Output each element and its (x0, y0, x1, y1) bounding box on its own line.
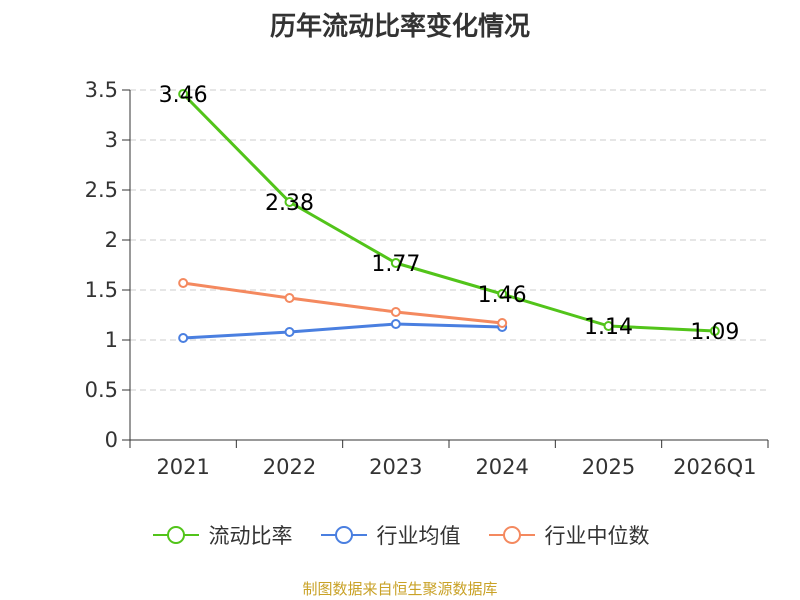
source-note: 制图数据来自恒生聚源数据库 (302, 580, 498, 598)
grid-lines (130, 89, 768, 391)
legend-line-marker-icon (320, 526, 367, 544)
x-tick-label: 2024 (475, 455, 528, 479)
legend-marker (334, 526, 353, 544)
legend-line-marker-icon (488, 526, 535, 544)
data-point (497, 318, 508, 328)
data-point (709, 326, 720, 336)
legend-label: 行业均值 (376, 524, 461, 548)
chart-title: 历年流动比率变化情况 (269, 12, 530, 42)
data-label: 2.38 (265, 191, 314, 216)
x-tick-label: 2022 (263, 455, 316, 479)
data-label: 1.77 (371, 252, 420, 277)
data-point (284, 197, 295, 207)
y-tick-label: 0 (105, 428, 118, 452)
y-tick-label: 1 (105, 328, 118, 352)
x-tick-label: 2026Q1 (673, 455, 756, 479)
series-line-0 (182, 92, 715, 333)
data-label: 1.09 (690, 320, 739, 345)
axes: 0 0.5 1 1.5 2 2.5 3 3.5 2021 2022 2023 2024 2025 2026… (85, 78, 769, 479)
y-tick-label: 2.5 (85, 178, 118, 202)
legend-line-marker-icon (152, 526, 199, 544)
series-line-2 (182, 281, 503, 325)
data-point (390, 307, 401, 317)
legend-label: 流动比率 (208, 524, 293, 548)
data-labels: 3.46 2.38 1.77 1.46 1.14 1.09 (159, 83, 740, 345)
data-label: 3.46 (159, 83, 208, 108)
data-point (178, 333, 189, 343)
series-line-1 (183, 322, 503, 340)
x-tick-label: 2021 (156, 455, 209, 479)
data-point (390, 319, 401, 329)
legend-item[interactable]: 流动比率 (151, 520, 293, 550)
data-point (284, 327, 295, 337)
y-tick-label: 3.5 (85, 78, 118, 102)
legend-marker (502, 526, 521, 544)
data-label: 1.14 (584, 315, 633, 340)
legend-item[interactable]: 行业中位数 (487, 520, 650, 550)
legend: 流动比率 行业均值 行业中位数 (0, 520, 800, 550)
data-point (284, 293, 295, 303)
legend-marker (166, 526, 185, 544)
x-tick-label: 2023 (369, 455, 422, 479)
series-lines (178, 89, 720, 343)
y-tick-label: 2 (105, 228, 118, 252)
data-point (603, 321, 614, 331)
legend-item[interactable]: 行业均值 (319, 520, 461, 550)
y-tick-label: 1.5 (85, 278, 118, 302)
data-point (178, 89, 189, 99)
data-label: 1.46 (478, 283, 527, 308)
data-point (497, 289, 508, 299)
x-tick-label: 2025 (582, 455, 635, 479)
legend-label: 行业中位数 (544, 524, 650, 548)
data-point (390, 258, 401, 268)
data-point (178, 278, 189, 288)
y-tick-label: 3 (105, 128, 118, 152)
y-tick-label: 0.5 (85, 378, 118, 402)
